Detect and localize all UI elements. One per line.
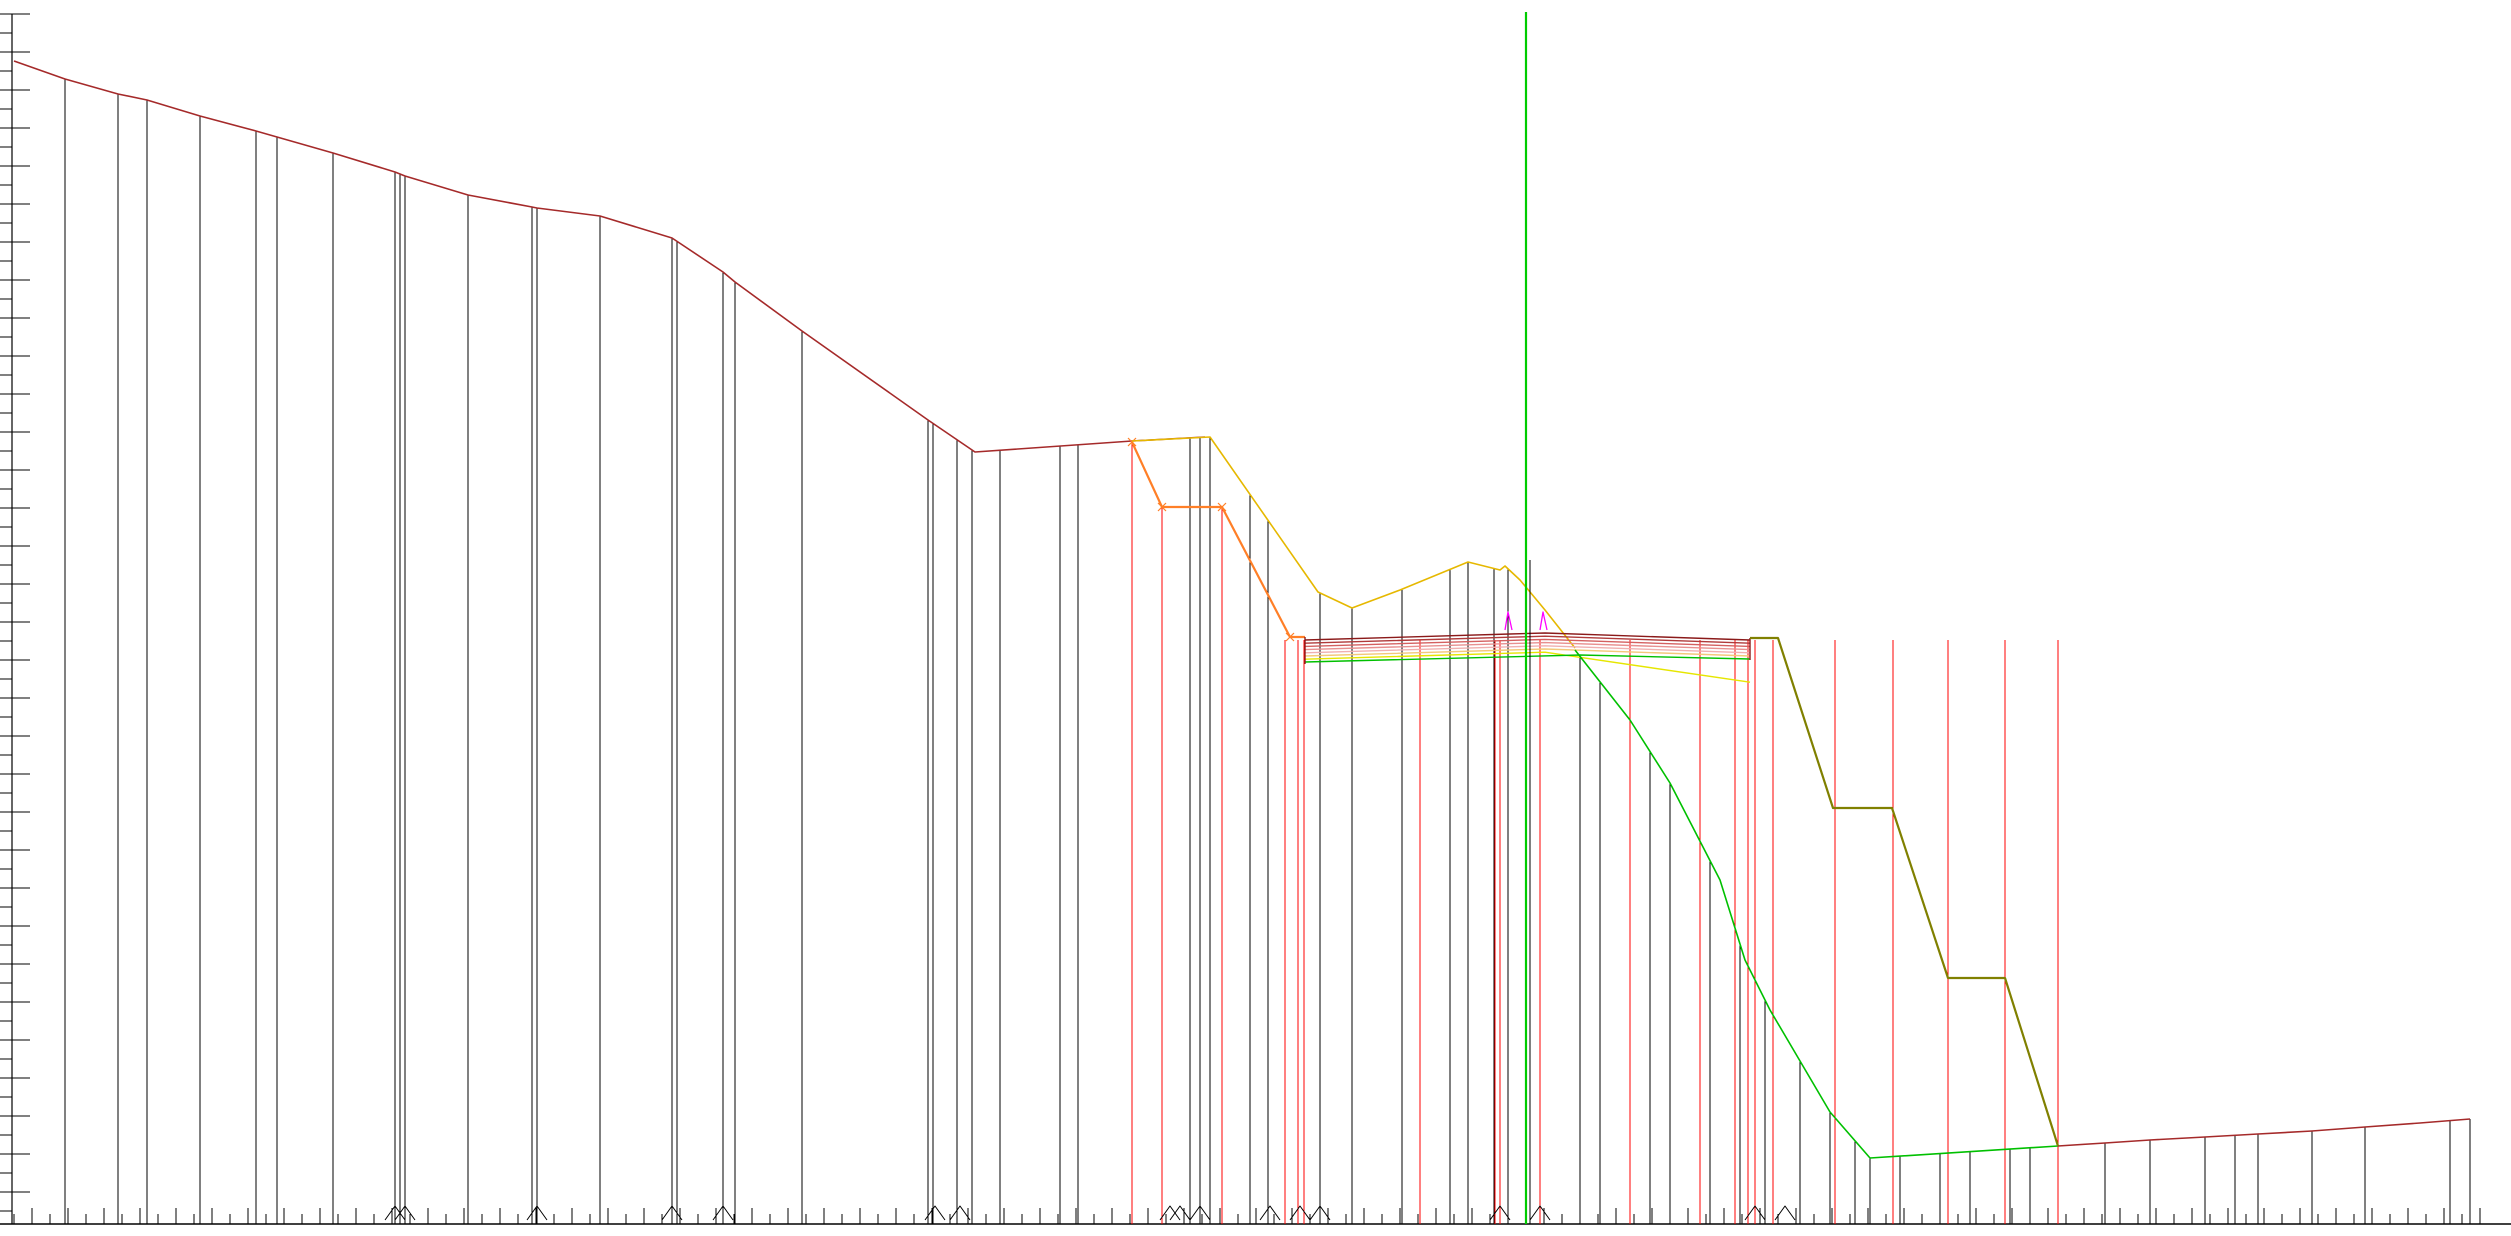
station-foot — [1489, 1205, 1511, 1221]
pavement-layer — [1304, 651, 1751, 683]
station-foot — [1259, 1205, 1281, 1221]
center-marker — [1504, 611, 1513, 631]
station-foot — [1289, 1205, 1311, 1221]
upper-design-profile — [1131, 436, 1576, 649]
station-foot — [1774, 1205, 1796, 1221]
station-foot — [1169, 1205, 1191, 1221]
station-foot — [949, 1205, 971, 1221]
station-foot — [1309, 1205, 1331, 1221]
station-foot — [1529, 1205, 1551, 1221]
pavement-layer — [1304, 638, 1751, 648]
station-foot — [1159, 1205, 1181, 1221]
lower-design-profile — [1574, 649, 2059, 1159]
cut-slope-marker — [1217, 502, 1227, 512]
station-foot — [394, 1205, 416, 1221]
existing-ground-line-right — [2057, 1118, 2471, 1147]
pavement-layer — [1304, 648, 1751, 657]
station-foot — [384, 1205, 406, 1221]
station-foot — [712, 1205, 734, 1221]
cut-slope-marker — [1127, 437, 1137, 447]
station-foot — [1189, 1205, 1211, 1221]
center-marker — [1539, 611, 1548, 631]
fill-slope-line — [1750, 636, 2060, 1147]
cut-slope-marker — [1157, 502, 1167, 512]
subgrade-line — [1304, 654, 1751, 663]
cut-slope-marker — [1285, 632, 1295, 642]
existing-ground-line — [13, 60, 1206, 453]
pavement-layer — [1304, 635, 1751, 644]
station-foot — [1744, 1205, 1766, 1221]
station-foot — [661, 1205, 683, 1221]
pavement-layer — [1304, 641, 1751, 651]
pavement-layer — [1304, 645, 1751, 654]
pavement-layer — [1304, 632, 1751, 641]
station-foot — [526, 1205, 548, 1221]
cut-slope-line — [1131, 441, 1305, 639]
station-foot — [924, 1205, 946, 1221]
